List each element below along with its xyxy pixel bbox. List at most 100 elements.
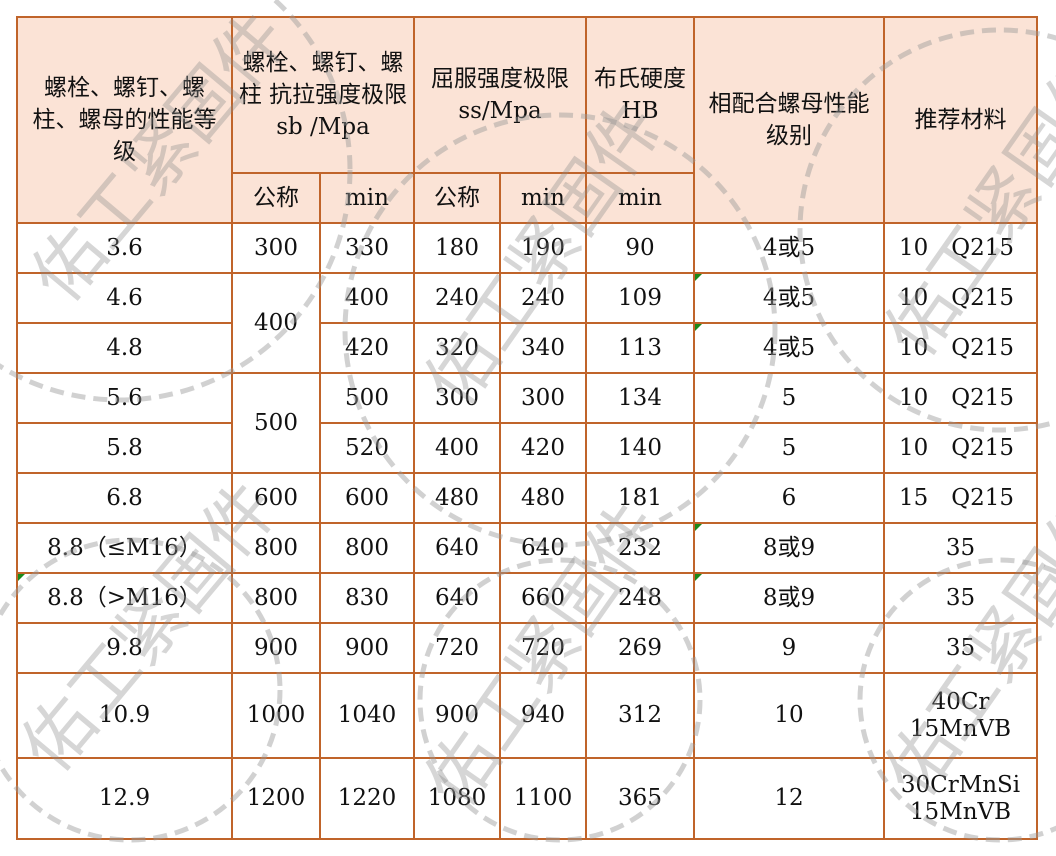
cell-grade: 8.8（>M16） (18, 574, 233, 624)
subheader-min: min (501, 174, 587, 224)
cell-grade: 4.8 (18, 324, 233, 374)
cell-yield-min: 720 (501, 624, 587, 674)
cell-material: 15 Q215 (885, 474, 1038, 524)
comment-marker-icon (18, 574, 25, 581)
cell-grade: 4.6 (18, 274, 233, 324)
cell-tensile-min: 400 (321, 274, 415, 324)
cell-tensile-nominal: 1000 (233, 674, 321, 759)
cell-nut-grade: 4或5 (695, 324, 885, 374)
cell-tensile-min: 600 (321, 474, 415, 524)
cell-hardness: 232 (587, 524, 695, 574)
cell-grade: 6.8 (18, 474, 233, 524)
cell-hardness: 140 (587, 424, 695, 474)
cell-tensile-min: 830 (321, 574, 415, 624)
cell-yield-min: 660 (501, 574, 587, 624)
cell-tensile-min: 500 (321, 374, 415, 424)
cell-nut-grade: 4或5 (695, 274, 885, 324)
cell-yield-nominal: 640 (415, 574, 501, 624)
cell-nut-grade: 10 (695, 674, 885, 759)
cell-nut-grade: 12 (695, 759, 885, 840)
cell-grade: 9.8 (18, 624, 233, 674)
cell-yield-nominal: 320 (415, 324, 501, 374)
cell-yield-nominal: 480 (415, 474, 501, 524)
cell-tensile-nominal: 800 (233, 574, 321, 624)
subheader-min: min (587, 174, 695, 224)
cell-nut-grade: 5 (695, 424, 885, 474)
cell-yield-min: 940 (501, 674, 587, 759)
cell-tensile-min: 520 (321, 424, 415, 474)
subheader-nominal: 公称 (415, 174, 501, 224)
cell-tensile-nominal: 400 (233, 274, 321, 374)
cell-nut-grade: 8或9 (695, 524, 885, 574)
cell-hardness: 248 (587, 574, 695, 624)
cell-material: 10 Q215 (885, 274, 1038, 324)
cell-grade: 3.6 (18, 224, 233, 274)
cell-hardness: 365 (587, 759, 695, 840)
cell-hardness: 109 (587, 274, 695, 324)
cell-hardness: 312 (587, 674, 695, 759)
header-grade: 螺栓、螺钉、螺柱、螺母的性能等级 (18, 18, 233, 224)
cell-material: 35 (885, 524, 1038, 574)
cell-grade: 12.9 (18, 759, 233, 840)
cell-material: 35 (885, 624, 1038, 674)
cell-yield-nominal: 1080 (415, 759, 501, 840)
cell-nut-grade: 9 (695, 624, 885, 674)
cell-material: 30CrMnSi 15MnVB (885, 759, 1038, 840)
cell-grade: 8.8（≤M16） (18, 524, 233, 574)
cell-yield-nominal: 400 (415, 424, 501, 474)
header-yield: 屈服强度极限 ss/Mpa (415, 18, 587, 174)
cell-nut-grade: 8或9 (695, 574, 885, 624)
cell-yield-nominal: 640 (415, 524, 501, 574)
cell-material: 10 Q215 (885, 374, 1038, 424)
cell-yield-min: 340 (501, 324, 587, 374)
cell-tensile-nominal: 500 (233, 374, 321, 474)
cell-yield-nominal: 720 (415, 624, 501, 674)
cell-tensile-min: 330 (321, 224, 415, 274)
cell-yield-nominal: 300 (415, 374, 501, 424)
cell-nut-grade: 5 (695, 374, 885, 424)
cell-nut-grade: 6 (695, 474, 885, 524)
cell-hardness: 90 (587, 224, 695, 274)
comment-marker-icon (695, 274, 702, 281)
header-nut: 相配合螺母性能级别 (695, 18, 885, 224)
cell-material: 10 Q215 (885, 224, 1038, 274)
cell-yield-min: 190 (501, 224, 587, 274)
cell-tensile-nominal: 900 (233, 624, 321, 674)
cell-tensile-min: 900 (321, 624, 415, 674)
comment-marker-icon (695, 524, 702, 531)
cell-yield-min: 1100 (501, 759, 587, 840)
cell-material: 10 Q215 (885, 324, 1038, 374)
comment-marker-icon (695, 574, 702, 581)
subheader-min: min (321, 174, 415, 224)
cell-tensile-min: 800 (321, 524, 415, 574)
cell-yield-nominal: 240 (415, 274, 501, 324)
comment-marker-icon (695, 324, 702, 331)
bolt-grade-table: 螺栓、螺钉、螺柱、螺母的性能等级 螺栓、螺钉、螺柱 抗拉强度极限 sb /Mpa… (16, 16, 1038, 840)
cell-tensile-nominal: 800 (233, 524, 321, 574)
cell-tensile-nominal: 600 (233, 474, 321, 524)
cell-grade: 10.9 (18, 674, 233, 759)
header-hardness: 布氏硬度 HB (587, 18, 695, 174)
cell-hardness: 134 (587, 374, 695, 424)
cell-tensile-min: 420 (321, 324, 415, 374)
cell-tensile-min: 1040 (321, 674, 415, 759)
cell-tensile-min: 1220 (321, 759, 415, 840)
cell-material: 10 Q215 (885, 424, 1038, 474)
cell-material: 40Cr 15MnVB (885, 674, 1038, 759)
cell-grade: 5.8 (18, 424, 233, 474)
header-material: 推荐材料 (885, 18, 1038, 224)
cell-tensile-nominal: 300 (233, 224, 321, 274)
cell-yield-min: 240 (501, 274, 587, 324)
subheader-nominal: 公称 (233, 174, 321, 224)
cell-tensile-nominal: 1200 (233, 759, 321, 840)
cell-yield-min: 640 (501, 524, 587, 574)
header-tensile: 螺栓、螺钉、螺柱 抗拉强度极限 sb /Mpa (233, 18, 415, 174)
cell-grade: 5.6 (18, 374, 233, 424)
cell-hardness: 181 (587, 474, 695, 524)
cell-yield-nominal: 180 (415, 224, 501, 274)
cell-hardness: 113 (587, 324, 695, 374)
cell-yield-min: 300 (501, 374, 587, 424)
cell-yield-nominal: 900 (415, 674, 501, 759)
cell-nut-grade: 4或5 (695, 224, 885, 274)
cell-material: 35 (885, 574, 1038, 624)
